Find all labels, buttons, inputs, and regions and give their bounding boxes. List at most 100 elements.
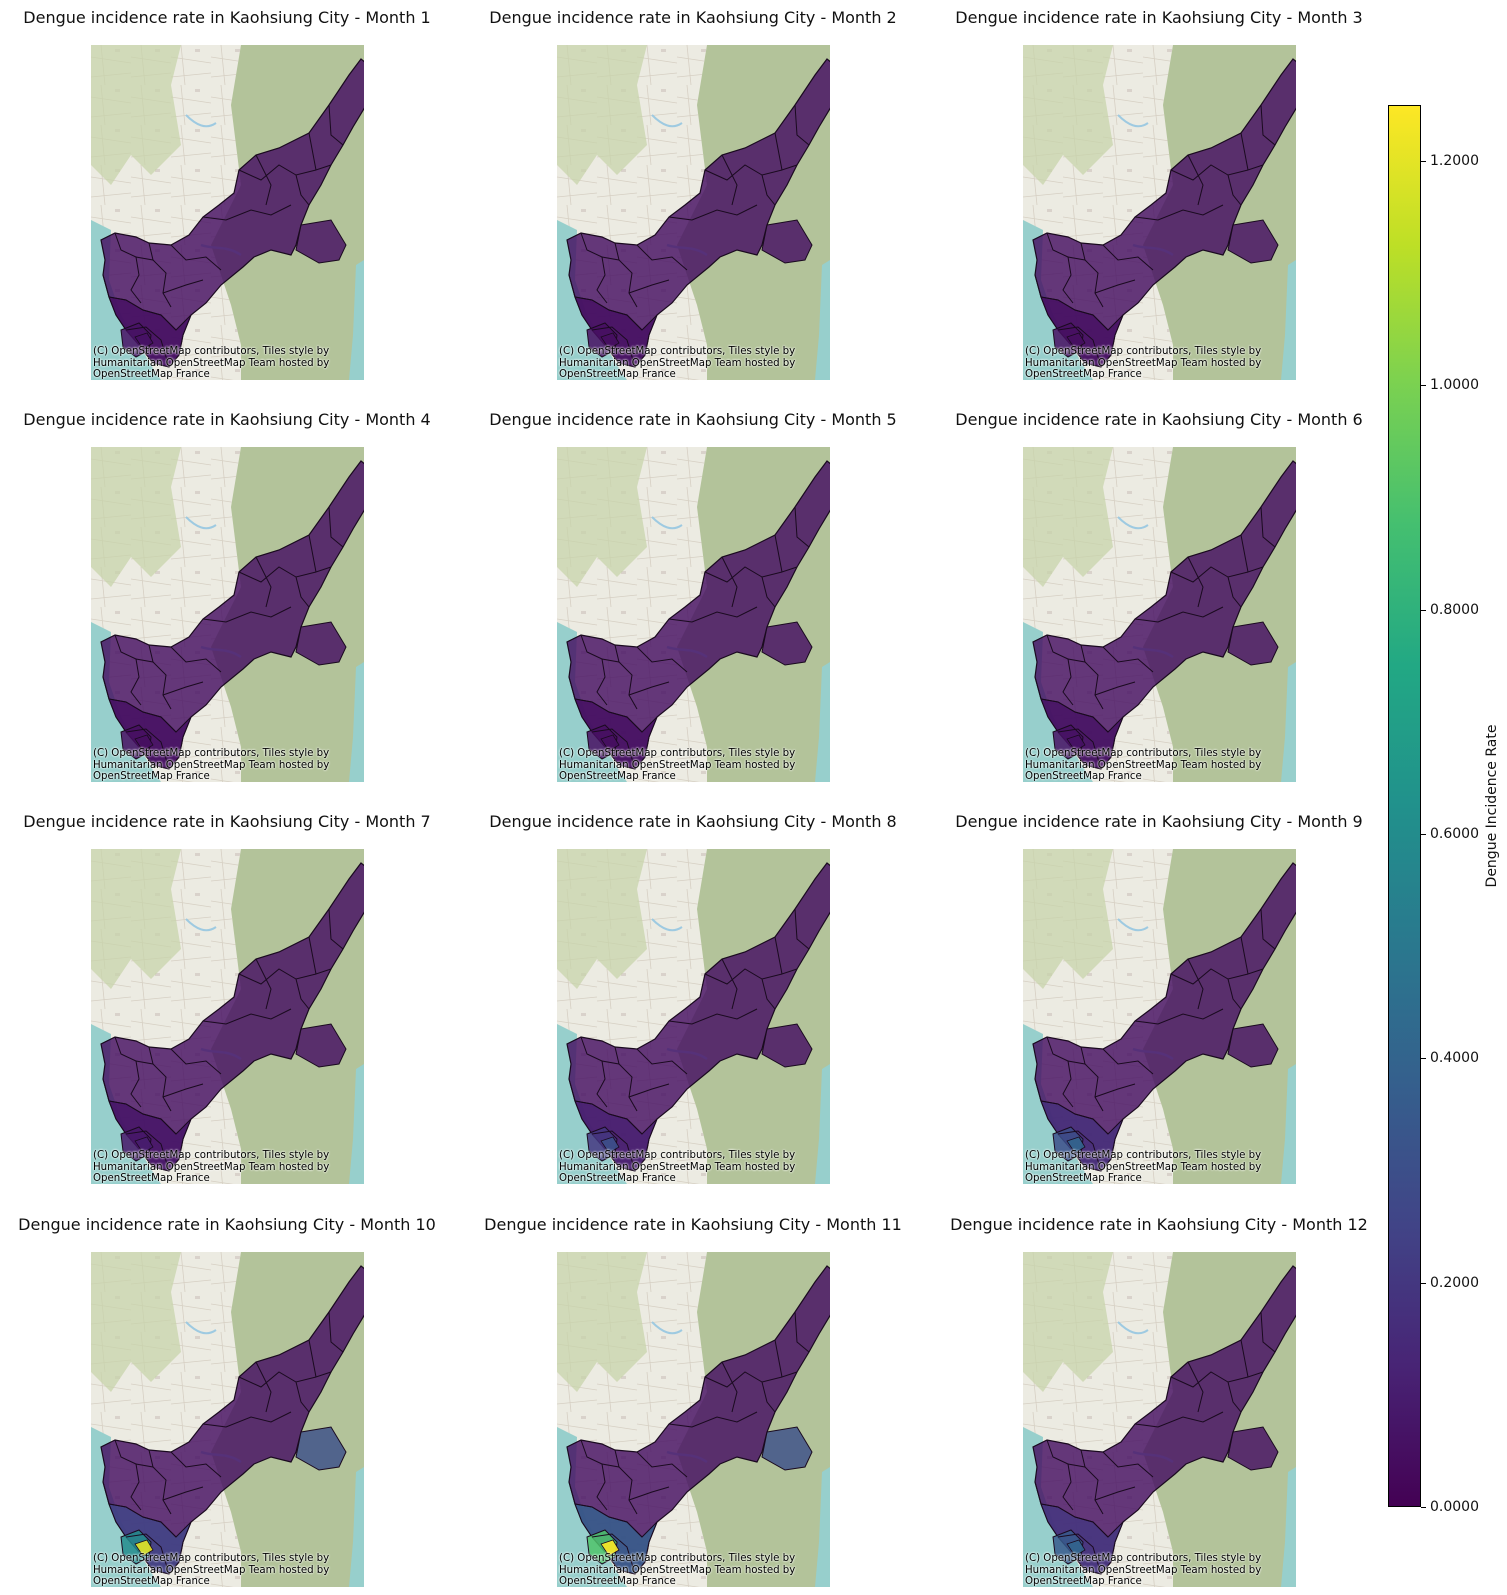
district-border: [1080, 1046, 1104, 1112]
district-border: [148, 1046, 172, 1112]
peak-district: [134, 1136, 154, 1154]
district-border: [1040, 1100, 1109, 1135]
district-border: [170, 646, 222, 673]
district-border: [1057, 728, 1102, 770]
map-title-month-11: Dengue incidence rate in Kaohsiung City …: [484, 1215, 902, 1234]
district-border: [1260, 104, 1276, 146]
district-border: [591, 728, 636, 770]
district-border: [255, 958, 272, 1010]
district-border: [1067, 1060, 1086, 1065]
district-border: [721, 958, 738, 1010]
district-border: [1102, 1451, 1154, 1478]
district-border: [1240, 1339, 1264, 1378]
district-border: [1134, 1008, 1224, 1025]
district-border: [774, 1339, 798, 1378]
district-border: [308, 1339, 332, 1378]
choropleth-map-month-8: (C) OpenStreetMap contributors, Tiles st…: [557, 849, 830, 1184]
district-border: [162, 1083, 204, 1098]
district-border: [1080, 644, 1104, 710]
district-border: [1094, 1083, 1136, 1098]
district-border: [1227, 174, 1242, 206]
colorbar-tick-mark: [1421, 1282, 1426, 1284]
district-border: [238, 968, 317, 985]
district-border: [1187, 958, 1204, 1010]
district-border: [202, 1008, 292, 1025]
district-border: [1187, 154, 1204, 206]
eastern-district: [295, 1426, 347, 1471]
district-border: [108, 1503, 177, 1538]
district-border: [636, 1048, 688, 1075]
district-border: [628, 279, 670, 294]
district-border: [170, 1048, 222, 1075]
district-border: [1240, 534, 1264, 573]
district-border: [1227, 576, 1242, 608]
eastern-district: [761, 621, 813, 666]
map-title-month-2: Dengue incidence rate in Kaohsiung City …: [489, 8, 897, 27]
district-border: [1260, 908, 1276, 950]
district-border: [170, 244, 222, 271]
map-title-month-6: Dengue incidence rate in Kaohsiung City …: [955, 410, 1363, 429]
district-border: [1067, 658, 1086, 663]
district-border: [794, 104, 810, 146]
district-border: [591, 326, 636, 368]
colorbar-tick-mark: [1421, 834, 1426, 836]
district-border: [614, 242, 638, 308]
peak-district: [600, 1136, 620, 1154]
colorbar-tick-label: 1.2000: [1430, 153, 1479, 170]
map-attribution: (C) OpenStreetMap contributors, Tiles st…: [1025, 346, 1262, 380]
district-border: [1260, 506, 1276, 548]
map-attribution: (C) OpenStreetMap contributors, Tiles st…: [559, 1150, 796, 1184]
district-border: [774, 534, 798, 573]
district-border: [601, 658, 620, 663]
district-border: [1046, 1036, 1074, 1108]
district-border: [574, 1503, 643, 1538]
district-border: [1094, 681, 1136, 696]
district-border: [601, 256, 620, 261]
district-border: [1102, 244, 1154, 271]
district-border: [668, 1411, 758, 1428]
district-border: [295, 576, 310, 608]
map-title-month-4: Dengue incidence rate in Kaohsiung City …: [23, 410, 431, 429]
district-border: [591, 1130, 636, 1172]
peak-district: [600, 332, 620, 350]
district-border: [628, 681, 670, 696]
district-border: [1134, 204, 1224, 221]
district-border: [580, 232, 608, 304]
district-border: [1057, 1130, 1102, 1172]
district-border: [774, 132, 798, 171]
district-border: [668, 204, 758, 221]
district-border: [574, 296, 643, 331]
district-border: [721, 556, 738, 608]
district-border: [774, 936, 798, 975]
choropleth-map-month-2: (C) OpenStreetMap contributors, Tiles st…: [557, 45, 830, 380]
district-border: [114, 1439, 142, 1511]
peak-district: [1066, 1136, 1086, 1154]
district-border: [162, 1486, 204, 1501]
peak-district: [134, 332, 154, 350]
district-border: [255, 154, 272, 206]
district-border: [170, 1451, 222, 1478]
choropleth-map-month-1: (C) OpenStreetMap contributors, Tiles st…: [91, 45, 364, 380]
district-border: [238, 566, 317, 583]
district-border: [761, 978, 776, 1010]
map-title-month-1: Dengue incidence rate in Kaohsiung City …: [23, 8, 431, 27]
district-border: [636, 244, 688, 271]
district-border: [704, 164, 783, 181]
district-border: [794, 506, 810, 548]
district-border: [794, 1311, 810, 1353]
district-border: [761, 174, 776, 206]
district-border: [668, 606, 758, 623]
district-border: [308, 534, 332, 573]
choropleth-map-month-3: (C) OpenStreetMap contributors, Tiles st…: [1023, 45, 1296, 380]
colorbar-tick-mark: [1421, 1507, 1426, 1508]
district-border: [636, 1451, 688, 1478]
district-border: [1067, 1463, 1086, 1468]
district-border: [328, 104, 344, 146]
district-border: [125, 326, 170, 368]
district-border: [1102, 1048, 1154, 1075]
district-border: [148, 1449, 172, 1515]
district-border: [761, 576, 776, 608]
district-border: [114, 634, 142, 706]
district-border: [1240, 132, 1264, 171]
peak-district: [1066, 734, 1086, 752]
